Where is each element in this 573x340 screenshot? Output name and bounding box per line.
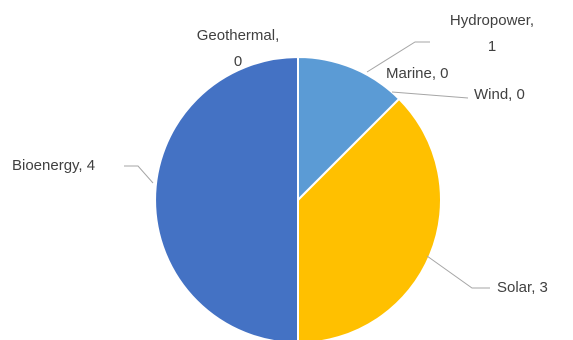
leader-line-wind	[391, 91, 469, 99]
label-wind: Wind, 0	[474, 86, 525, 103]
label-hydropower-value: 1	[488, 38, 496, 55]
label-hydropower-name: Hydropower,	[450, 12, 534, 29]
label-marine: Marine, 0	[386, 65, 449, 82]
label-geothermal-value: 0	[234, 53, 242, 70]
slice-hydropower	[297, 55, 401, 203]
leader-line-hydropower	[366, 41, 430, 73]
leader-line-bioenergy	[124, 165, 154, 184]
label-geothermal-name: Geothermal,	[197, 27, 280, 44]
label-bioenergy: Bioenergy, 4	[12, 157, 95, 174]
label-solar: Solar, 3	[497, 279, 548, 296]
leader-line-solar	[426, 255, 490, 289]
slice-bioenergy	[154, 55, 299, 340]
slice-solar	[297, 97, 442, 340]
pie-slices	[154, 55, 442, 340]
